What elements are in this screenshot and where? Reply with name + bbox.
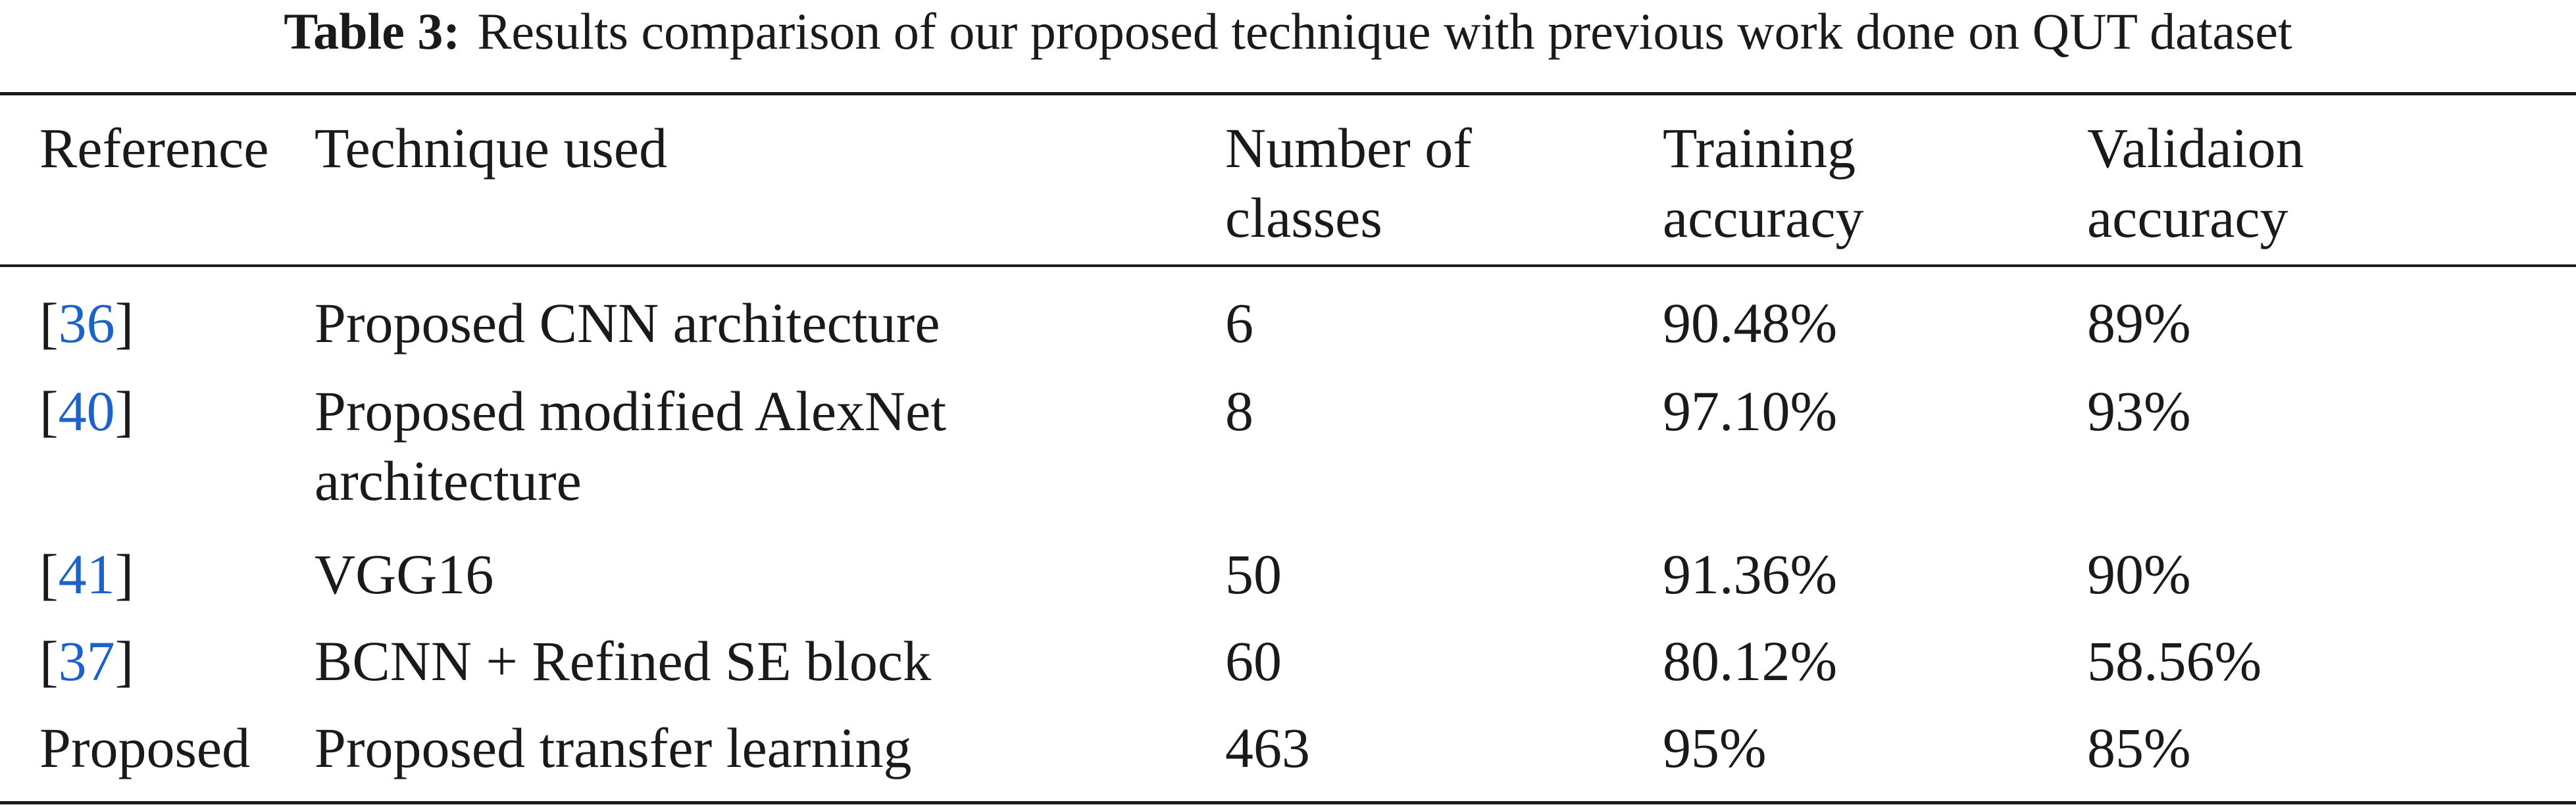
row-3-training: 91.36% (1663, 543, 1838, 606)
citation-link[interactable]: 36 (58, 291, 115, 355)
row-4-classes: 60 (1225, 629, 1282, 693)
row-2-reference: [40] (39, 380, 134, 443)
header-training-line2: accuracy (1663, 186, 1864, 249)
row-2-technique-line1: Proposed modified AlexNet (315, 380, 947, 443)
row-4-validation: 58.56% (2087, 629, 2262, 693)
row-1-training: 90.48% (1663, 291, 1838, 355)
row-1-validation: 89% (2087, 291, 2191, 355)
header-validation-line1: Validaion (2087, 116, 2304, 180)
row-5-reference: Proposed (39, 716, 251, 779)
row-5-training: 95% (1663, 716, 1767, 779)
row-5-validation: 85% (2087, 716, 2191, 779)
row-2-validation: 93% (2087, 380, 2191, 443)
row-3-validation: 90% (2087, 543, 2191, 606)
row-3-technique: VGG16 (315, 543, 494, 606)
table-caption: Table 3: Results comparison of our propos… (0, 0, 2576, 72)
row-1-reference: [36] (39, 291, 134, 355)
row-1-technique: Proposed CNN architecture (315, 291, 940, 355)
row-4-reference: [37] (39, 629, 134, 693)
header-classes-line2: classes (1225, 186, 1382, 249)
row-1-classes: 6 (1225, 291, 1253, 355)
header-training-line1: Training (1663, 116, 1856, 180)
row-4-training: 80.12% (1663, 629, 1838, 693)
caption-label: Table 3: (284, 3, 461, 60)
header-technique: Technique used (315, 116, 668, 180)
header-classes-line1: Number of (1225, 116, 1472, 180)
row-5-technique: Proposed transfer learning (315, 716, 912, 779)
citation-link[interactable]: 40 (58, 380, 115, 443)
header-reference: Reference (39, 116, 269, 180)
row-4-technique: BCNN + Refined SE block (315, 629, 932, 693)
header-validation-line2: accuracy (2087, 186, 2288, 249)
row-2-training: 97.10% (1663, 380, 1838, 443)
citation-link[interactable]: 41 (58, 543, 115, 606)
bottom-rule (0, 801, 2576, 804)
row-2-technique-line2: architecture (315, 449, 582, 512)
row-3-reference: [41] (39, 543, 134, 606)
top-rule (0, 92, 2576, 95)
header-rule (0, 264, 2576, 267)
citation-link[interactable]: 37 (58, 629, 115, 693)
row-5-classes: 463 (1225, 716, 1310, 779)
row-2-classes: 8 (1225, 380, 1253, 443)
caption-text: Results comparison of our proposed techn… (477, 3, 2292, 60)
row-3-classes: 50 (1225, 543, 1282, 606)
